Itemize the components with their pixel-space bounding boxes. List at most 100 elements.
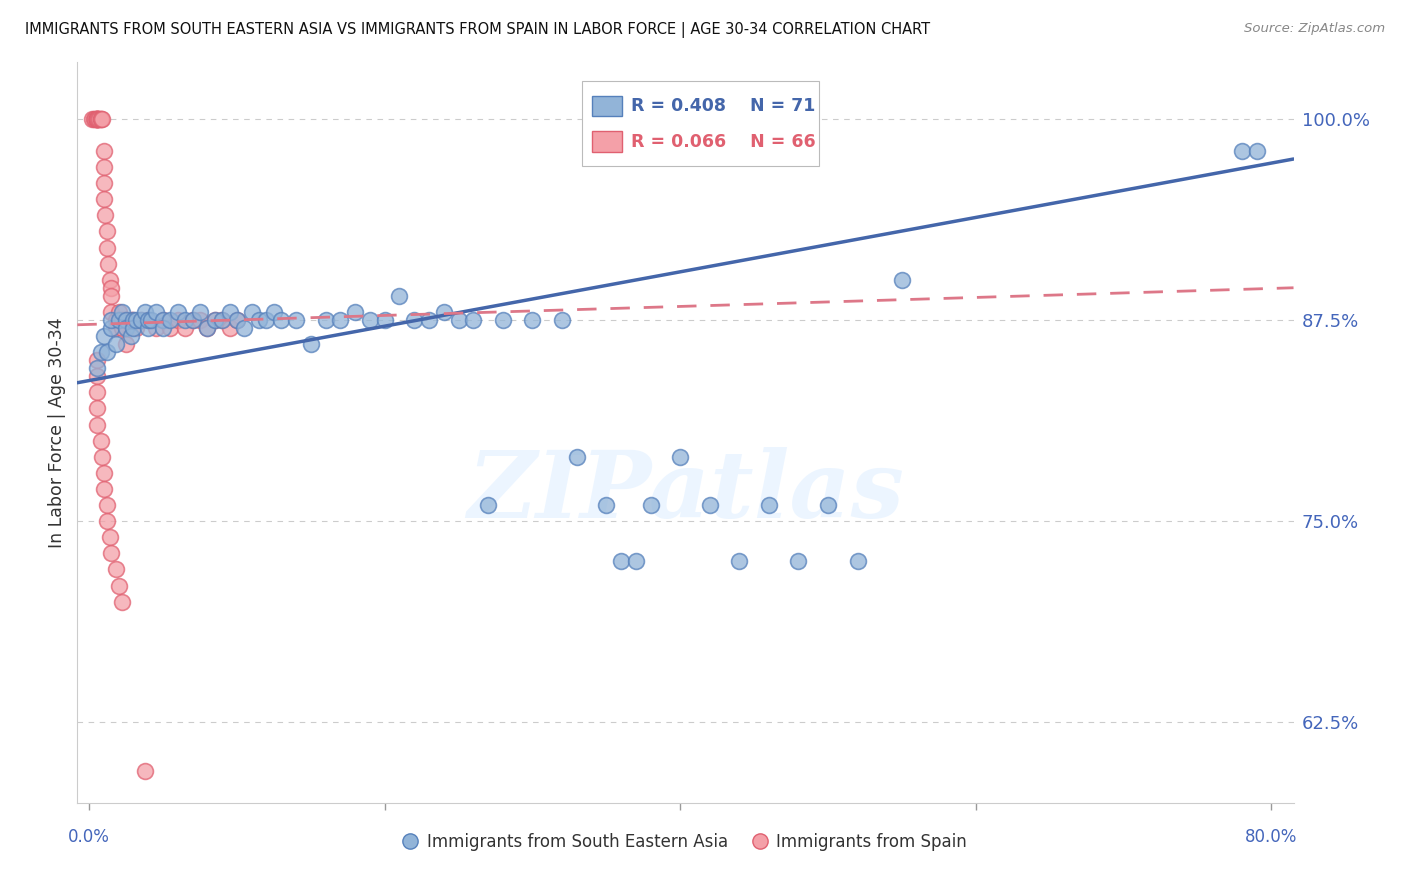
Text: 80.0%: 80.0% [1246,828,1298,846]
FancyBboxPatch shape [582,81,820,166]
Point [181,313,204,327]
Point [404,313,426,327]
Point [447,313,470,327]
Point [90,345,112,359]
Point [93,160,115,174]
Point [93,466,115,480]
Point [100,321,122,335]
Point [315,313,337,327]
Point [240,305,263,319]
Point [141,313,163,327]
Point [136,321,159,335]
Point [115,337,138,351]
FancyBboxPatch shape [592,131,623,152]
Point [159,321,181,335]
Point [86,369,108,384]
Point [93,144,115,158]
Point [134,764,156,778]
Point [195,321,218,335]
Point [104,562,127,576]
Point [115,313,138,327]
Text: 0.0%: 0.0% [69,828,110,846]
Point [86,112,108,126]
Point [86,361,108,376]
Point [86,112,108,126]
Point [86,112,108,126]
Point [104,337,127,351]
Point [125,313,148,327]
Point [256,313,278,327]
Point [86,353,108,368]
Point [211,313,233,327]
Point [204,313,226,327]
Point [728,554,751,568]
Point [174,321,197,335]
Point [218,305,240,319]
Point [100,305,122,319]
Point [104,321,127,335]
Point [846,554,869,568]
Point [817,498,839,512]
FancyBboxPatch shape [592,95,623,117]
Point [100,281,122,295]
Point [595,498,617,512]
Point [344,305,367,319]
Point [263,305,285,319]
Point [233,321,256,335]
Point [152,313,174,327]
Point [107,305,129,319]
Point [433,305,456,319]
Text: R = 0.408    N = 71: R = 0.408 N = 71 [631,97,815,115]
Point [166,313,188,327]
Point [115,321,138,335]
Point [120,313,142,327]
Point [477,498,499,512]
Point [96,498,118,512]
Point [463,313,485,327]
Point [159,313,181,327]
Point [329,313,352,327]
Point [91,450,114,464]
Point [152,313,174,327]
Point [96,240,118,254]
Point [122,313,145,327]
Point [125,321,148,335]
Point [93,192,115,206]
Point [699,498,721,512]
Point [111,594,134,608]
Point [115,313,138,327]
Point [166,305,188,319]
Point [87,112,110,126]
Point [145,321,167,335]
Point [82,112,104,126]
Point [374,313,396,327]
Point [129,313,152,327]
Point [195,321,218,335]
Point [98,530,121,544]
Point [86,112,108,126]
Point [787,554,810,568]
Point [204,313,226,327]
Point [96,514,118,528]
Point [418,313,440,327]
Point [270,313,292,327]
Point [122,313,145,327]
Point [136,313,159,327]
Point [104,313,127,327]
Point [388,289,411,303]
Point [93,482,115,496]
Point [890,273,912,287]
Point [86,401,108,416]
Point [100,313,122,327]
Point [96,345,118,359]
Point [359,313,381,327]
Point [136,313,159,327]
Point [111,321,134,335]
Point [758,498,780,512]
Point [100,289,122,303]
Legend: Immigrants from South Eastern Asia, Immigrants from Spain: Immigrants from South Eastern Asia, Immi… [396,826,974,857]
Point [91,112,114,126]
Point [93,329,115,343]
Point [1246,144,1268,158]
Point [86,417,108,432]
